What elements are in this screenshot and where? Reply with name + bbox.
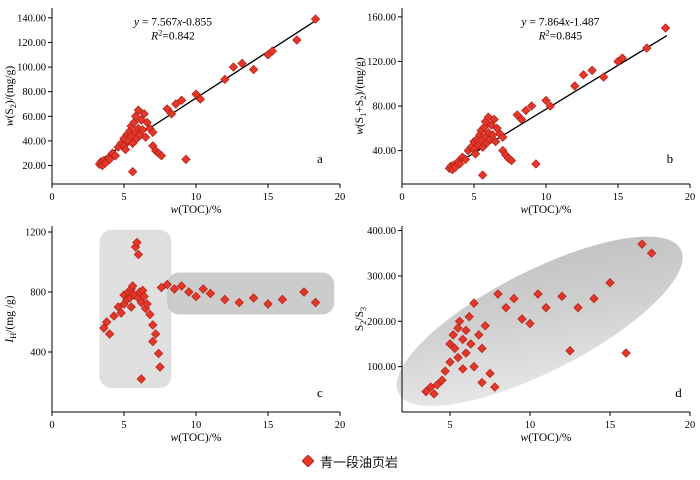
- svg-text:0: 0: [49, 192, 54, 203]
- svg-text:y = 7.864x-1.487: y = 7.864x-1.487: [520, 17, 599, 29]
- svg-text:10: 10: [525, 420, 536, 431]
- svg-text:20: 20: [335, 420, 346, 431]
- svg-text:w(TOC)/%: w(TOC)/%: [171, 204, 222, 216]
- svg-text:d: d: [675, 385, 682, 400]
- svg-text:80.00: 80.00: [372, 102, 396, 113]
- svg-text:S2/S3: S2/S3: [354, 307, 368, 331]
- svg-text:w(S2)/(mg/g): w(S2)/(mg/g): [4, 66, 18, 127]
- svg-text:400.00: 400.00: [367, 226, 396, 237]
- scatter-plot-b: 0 5 10 15 20 40.00 80.00 120.00 160.00 y = 7.864x…: [354, 8, 696, 216]
- svg-text:w(S1+S2)/(mg/g): w(S1+S2)/(mg/g): [354, 57, 368, 135]
- panel-b: 0 5 10 15 20 40.00 80.00 120.00 160.00 y = 7.864x…: [350, 0, 700, 218]
- svg-text:80.00: 80.00: [22, 87, 46, 98]
- svg-text:15: 15: [263, 192, 274, 203]
- legend-marker-icon: [301, 455, 314, 467]
- svg-text:120.00: 120.00: [367, 57, 396, 68]
- svg-text:40.00: 40.00: [372, 146, 396, 157]
- scatter-plot-c: 0 5 10 15 20 400 800 1200 c w(TOC)/% IH/(mg /g): [4, 226, 346, 444]
- svg-text:20: 20: [685, 192, 696, 203]
- scatter-plot-d: 5 10 15 20 100.00 200.00 300.00 400.00 d w(TOC)/%…: [354, 226, 696, 444]
- svg-text:w(TOC)/%: w(TOC)/%: [521, 432, 572, 444]
- svg-text:100.00: 100.00: [367, 362, 396, 373]
- svg-text:5: 5: [121, 192, 126, 203]
- svg-text:y = 7.567x-0.855: y = 7.567x-0.855: [133, 17, 212, 29]
- svg-text:140.00: 140.00: [17, 13, 46, 24]
- svg-text:b: b: [667, 151, 674, 166]
- svg-text:a: a: [317, 151, 323, 166]
- svg-text:0: 0: [399, 192, 404, 203]
- svg-text:R2=0.842: R2=0.842: [150, 29, 195, 43]
- svg-text:20.00: 20.00: [22, 161, 46, 172]
- svg-text:0: 0: [49, 420, 54, 431]
- svg-text:160.00: 160.00: [367, 12, 396, 23]
- svg-text:5: 5: [447, 420, 452, 431]
- svg-text:R2=0.845: R2=0.845: [538, 29, 583, 43]
- svg-text:c: c: [317, 385, 323, 400]
- svg-text:w(TOC)/%: w(TOC)/%: [521, 204, 572, 216]
- svg-text:200.00: 200.00: [367, 317, 396, 328]
- chart-grid: 0 5 10 15 20 20.00 40.00 60.00 80.00 100.00 120.00…: [0, 0, 700, 446]
- svg-text:300.00: 300.00: [367, 271, 396, 282]
- legend-label: 青一段油页岩: [319, 454, 398, 470]
- panel-c: 0 5 10 15 20 400 800 1200 c w(TOC)/% IH/(mg /g): [0, 218, 350, 446]
- svg-text:5: 5: [471, 192, 476, 203]
- svg-text:10: 10: [191, 420, 202, 431]
- svg-text:15: 15: [263, 420, 274, 431]
- panel-a: 0 5 10 15 20 20.00 40.00 60.00 80.00 100.00 120.00…: [0, 0, 350, 218]
- svg-text:20: 20: [685, 420, 696, 431]
- svg-text:800: 800: [30, 288, 46, 299]
- svg-text:400: 400: [30, 348, 46, 359]
- svg-text:10: 10: [191, 192, 202, 203]
- legend: 青一段油页岩: [0, 446, 700, 476]
- svg-text:10: 10: [541, 192, 552, 203]
- svg-text:100.00: 100.00: [17, 63, 46, 74]
- scatter-plot-a: 0 5 10 15 20 20.00 40.00 60.00 80.00 100.00 120.00…: [4, 8, 346, 216]
- svg-text:15: 15: [605, 420, 616, 431]
- svg-text:20: 20: [335, 192, 346, 203]
- svg-text:IH/(mg /g): IH/(mg /g): [4, 295, 18, 343]
- svg-text:15: 15: [613, 192, 624, 203]
- panel-d: 5 10 15 20 100.00 200.00 300.00 400.00 d w(TOC)/%…: [350, 218, 700, 446]
- svg-text:1200: 1200: [25, 228, 46, 239]
- svg-text:w(TOC)/%: w(TOC)/%: [171, 432, 222, 444]
- svg-text:40.00: 40.00: [22, 136, 46, 147]
- svg-text:5: 5: [121, 420, 126, 431]
- svg-text:120.00: 120.00: [17, 38, 46, 49]
- svg-text:60.00: 60.00: [22, 112, 46, 123]
